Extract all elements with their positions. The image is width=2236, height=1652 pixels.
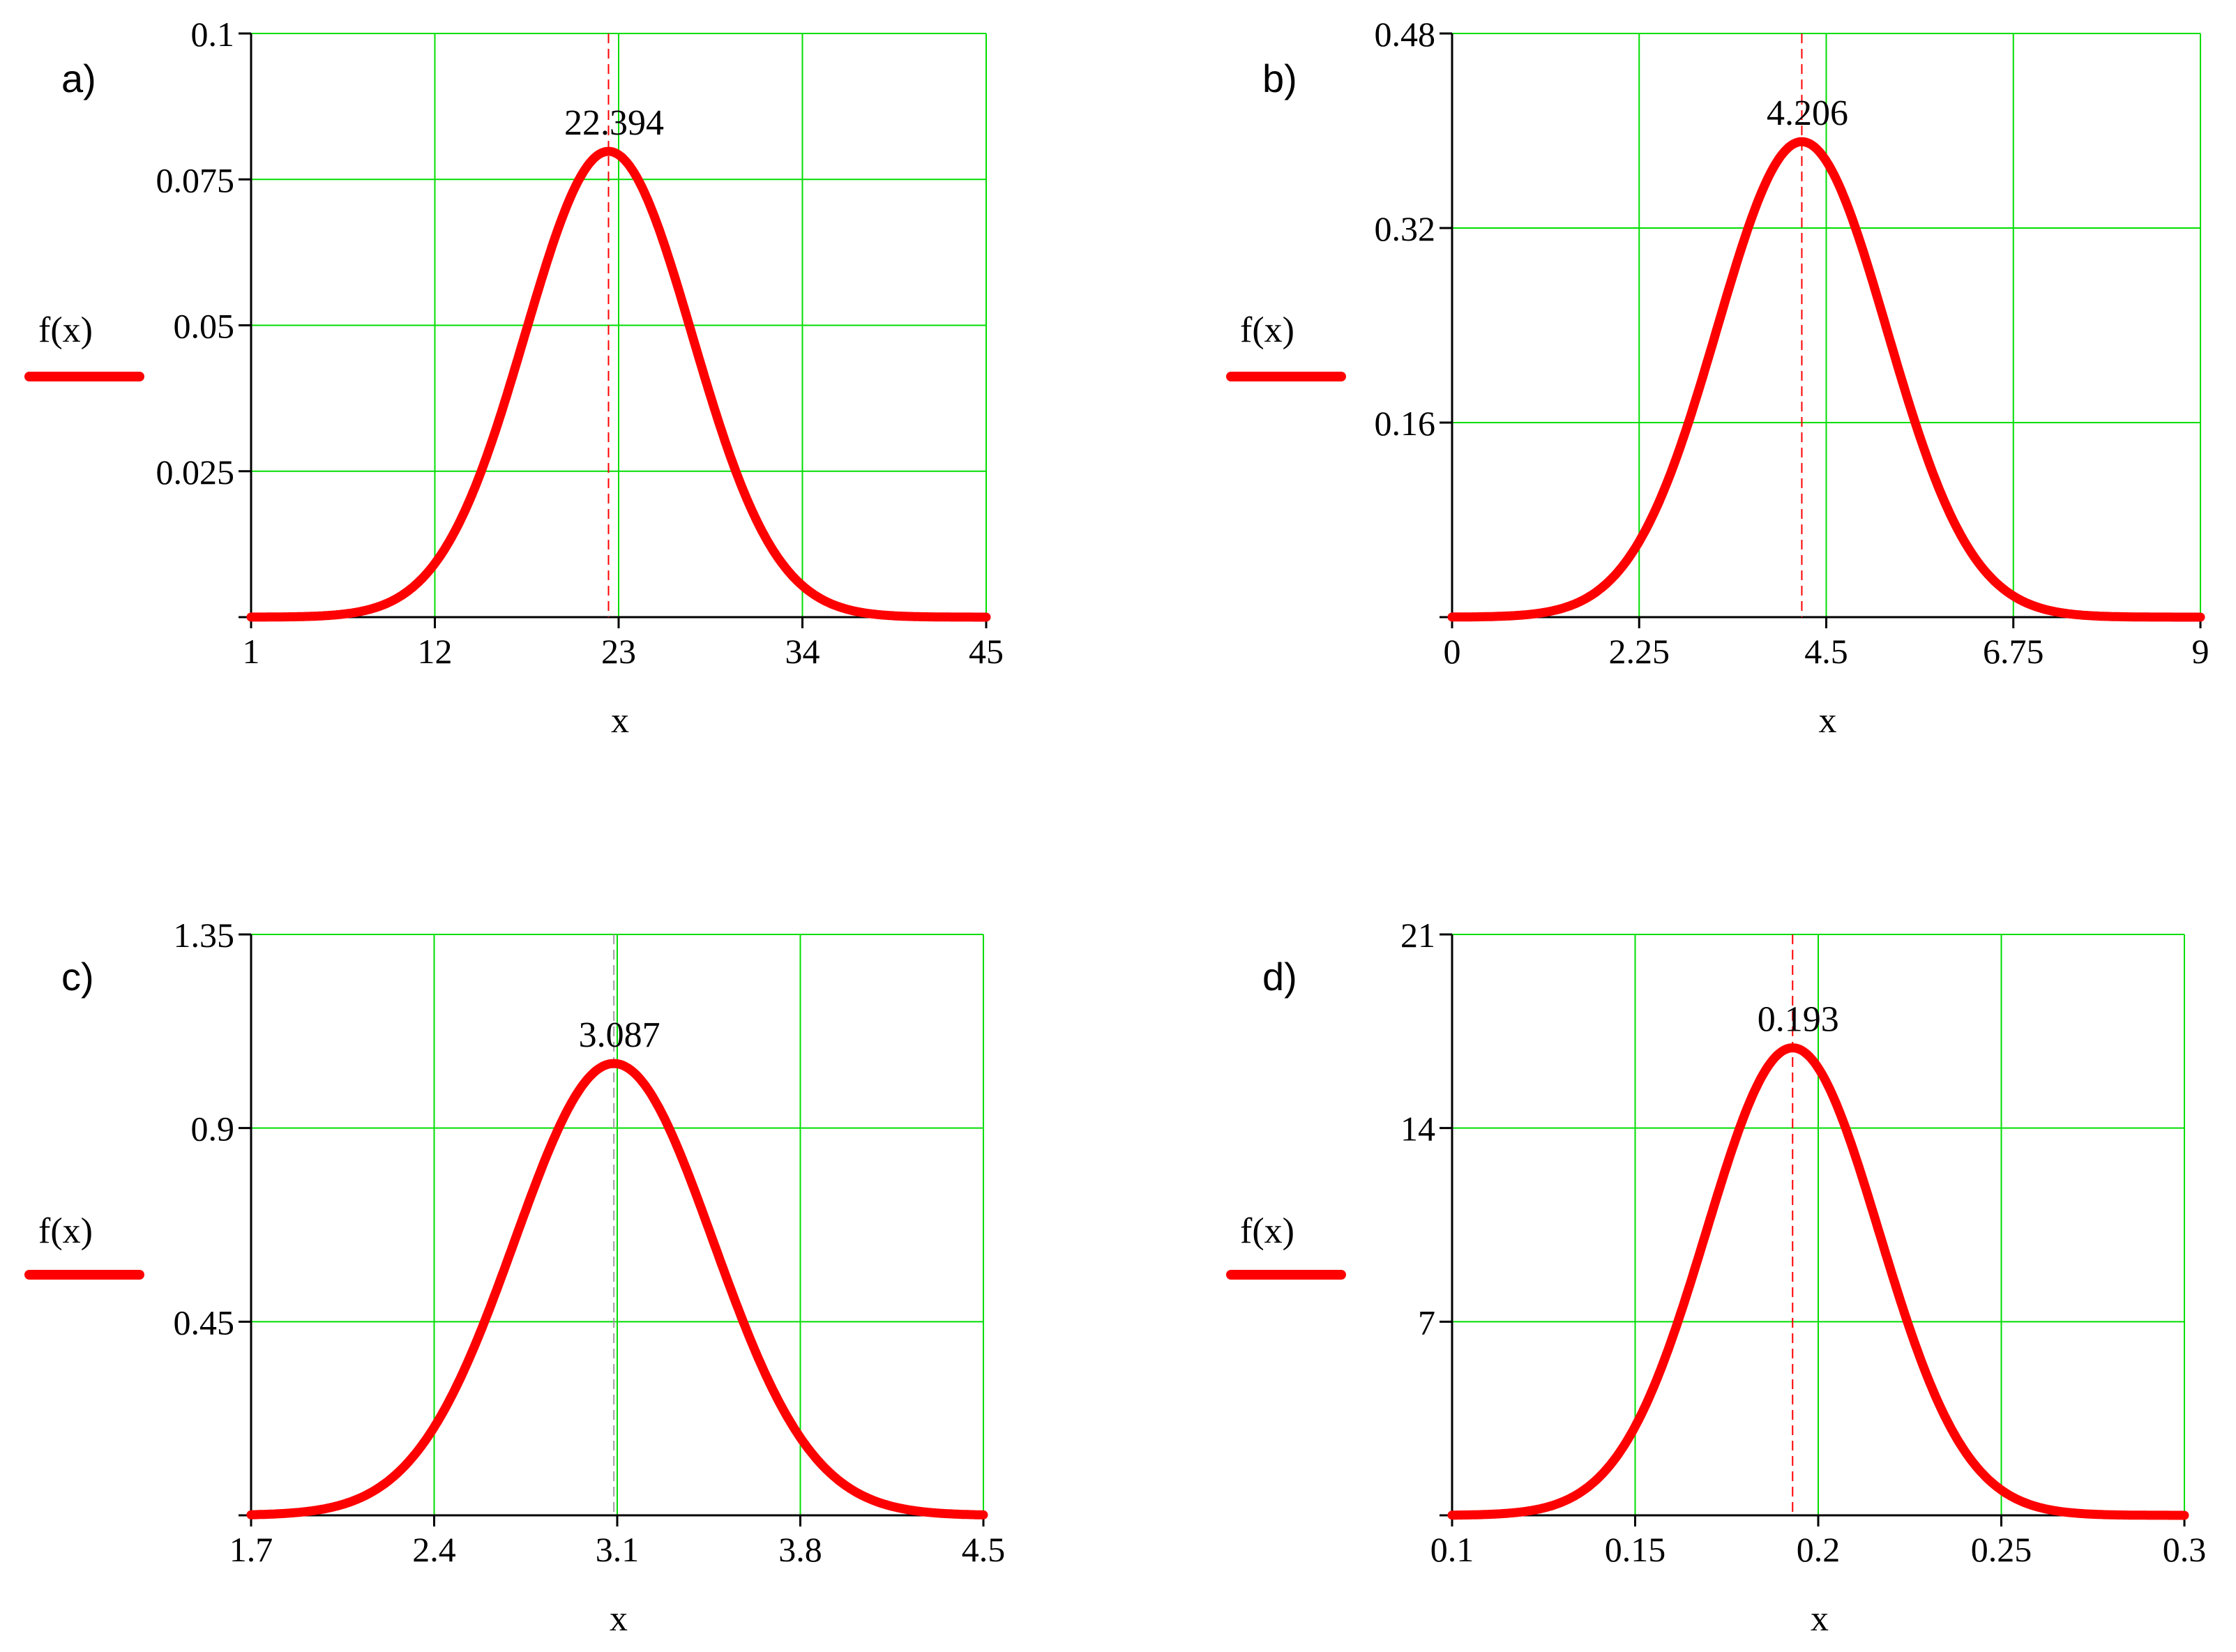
panel-label: c) <box>61 955 94 999</box>
y-tick-label: 0.9 <box>191 1109 235 1149</box>
x-tick-label: 1 <box>243 632 260 671</box>
panel-label: d) <box>1262 955 1297 999</box>
x-tick-label: 9 <box>2192 632 2209 671</box>
y-tick-label: 0.075 <box>156 160 235 199</box>
peak-value-label: 22.394 <box>564 103 664 143</box>
x-tick-label: 23 <box>601 632 636 671</box>
x-tick-label: 2.25 <box>1609 632 1670 671</box>
x-axis-label: x <box>610 1599 628 1639</box>
legend-label: f(x) <box>38 1211 93 1251</box>
x-tick-label: 3.1 <box>596 1530 640 1569</box>
x-tick-label: 0.3 <box>2163 1530 2207 1569</box>
y-tick-label: 0.32 <box>1375 209 1436 248</box>
x-tick-label: 3.8 <box>778 1530 822 1569</box>
x-tick-label: 0.1 <box>1430 1530 1474 1569</box>
panel-label: a) <box>61 56 96 100</box>
chart-panel-1: 1 12 23 34 45 0.025 0.05 0.075 0.1 22.394 a) f(x) x <box>29 15 1004 741</box>
legend-label: f(x) <box>1240 310 1294 350</box>
y-tick-label: 1.35 <box>174 916 235 955</box>
y-tick-label: 0.05 <box>174 307 235 346</box>
x-tick-label: 0.2 <box>1797 1530 1841 1569</box>
peak-value-label: 3.087 <box>579 1015 660 1055</box>
peak-value-label: 4.206 <box>1767 93 1848 133</box>
y-tick-label: 0.025 <box>156 453 235 492</box>
x-tick-label: 0 <box>1444 632 1461 671</box>
legend-label: f(x) <box>1240 1211 1294 1251</box>
x-tick-label: 12 <box>418 632 453 671</box>
peak-value-label: 0.193 <box>1758 1000 1839 1040</box>
x-axis-label: x <box>1819 701 1837 741</box>
x-tick-label: 4.5 <box>1804 632 1848 671</box>
panel-label: b) <box>1262 56 1297 100</box>
x-tick-label: 0.25 <box>1971 1530 2032 1569</box>
x-tick-label: 6.75 <box>1983 632 2044 671</box>
x-tick-label: 4.5 <box>962 1530 1006 1569</box>
chart-panel-3: 1.7 2.4 3.1 3.8 4.5 0.45 0.9 1.35 3.087 c) f(x) x <box>29 916 1005 1639</box>
x-axis-label: x <box>1811 1599 1829 1639</box>
y-tick-label: 0.1 <box>191 15 235 54</box>
x-tick-label: 45 <box>969 632 1004 671</box>
chart-panel-2: 0 2.25 4.5 6.75 9 0.16 0.32 0.48 4.206 b) f(x) x <box>1231 15 2209 741</box>
y-tick-label: 21 <box>1400 916 1435 955</box>
x-tick-label: 34 <box>785 632 820 671</box>
x-tick-label: 1.7 <box>229 1530 273 1569</box>
x-axis-label: x <box>611 701 629 741</box>
x-tick-label: 2.4 <box>412 1530 456 1569</box>
legend-label: f(x) <box>38 310 93 350</box>
y-tick-label: 0.48 <box>1375 15 1436 54</box>
y-tick-label: 0.45 <box>174 1303 235 1342</box>
chart-panel-4: 0.1 0.15 0.2 0.25 0.3 7 14 21 0.193 d) f(x) x <box>1231 916 2206 1639</box>
y-tick-label: 14 <box>1400 1109 1435 1149</box>
y-tick-label: 7 <box>1418 1303 1435 1342</box>
x-tick-label: 0.15 <box>1605 1530 1666 1569</box>
y-tick-label: 0.16 <box>1375 404 1436 443</box>
